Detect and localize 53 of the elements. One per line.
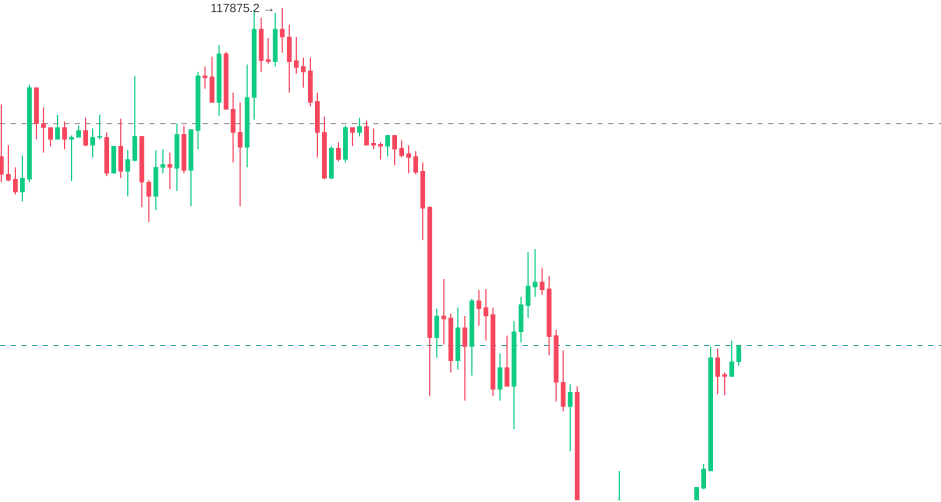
candlestick (300, 57, 306, 88)
candlestick (392, 134, 397, 166)
candlestick (532, 248, 538, 298)
candlestick (336, 142, 341, 162)
candlestick (125, 150, 130, 198)
candlestick (69, 134, 74, 182)
candlestick (160, 148, 166, 174)
candlestick (413, 150, 418, 175)
candlestick (41, 106, 46, 154)
candlestick (498, 352, 502, 402)
candlestick (441, 278, 446, 346)
candlestick (6, 144, 11, 182)
candlestick (350, 126, 355, 147)
candlestick (20, 154, 25, 202)
candlestick (484, 288, 488, 342)
annotation: 117875.2 → (211, 4, 273, 12)
candlestick (385, 134, 390, 158)
candlestick (90, 128, 96, 158)
candlestick (146, 180, 152, 223)
candlestick (266, 37, 271, 64)
candlestick (406, 144, 412, 174)
candlestick (568, 384, 573, 452)
candlestick (357, 117, 362, 137)
candlestick (62, 121, 67, 150)
candlestick (48, 126, 53, 147)
candlestick (399, 140, 404, 158)
candlestick (294, 36, 299, 74)
candlestick (701, 463, 706, 490)
candlestick (462, 315, 468, 402)
candlestick (202, 66, 208, 90)
candlestick (715, 348, 720, 395)
candlestick (540, 267, 544, 296)
candlestick (371, 128, 376, 150)
candlestick (694, 486, 699, 500)
candlestick (13, 166, 18, 196)
candlestick (722, 372, 728, 396)
candlestick (238, 102, 242, 207)
candlestick (526, 251, 530, 319)
candlestick (434, 308, 440, 358)
candlestick (0, 104, 4, 183)
candlestick (736, 344, 742, 366)
candlestick (280, 7, 285, 54)
candlestick (55, 114, 60, 140)
candlestick (76, 124, 81, 138)
candlestick (476, 289, 482, 326)
candlestick (230, 92, 236, 164)
candlestick (729, 340, 734, 378)
candlestick (364, 120, 369, 146)
candlestick (378, 142, 383, 160)
candlestick (97, 114, 102, 140)
candlestick (83, 117, 88, 147)
candlestick (504, 335, 510, 387)
candlestick (168, 152, 172, 190)
